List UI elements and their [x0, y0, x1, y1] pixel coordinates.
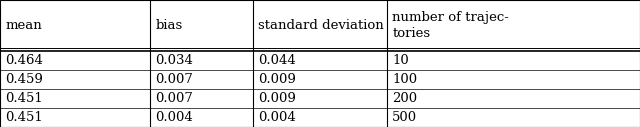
Text: 100: 100	[392, 73, 417, 86]
Text: 0.004: 0.004	[258, 111, 296, 124]
Text: 0.009: 0.009	[258, 92, 296, 105]
Text: 0.004: 0.004	[156, 111, 193, 124]
Text: number of trajec-
tories: number of trajec- tories	[392, 11, 509, 40]
Text: 10: 10	[392, 54, 409, 67]
Text: 0.034: 0.034	[156, 54, 193, 67]
Text: mean: mean	[5, 19, 42, 32]
Text: 0.451: 0.451	[5, 92, 43, 105]
Text: 0.464: 0.464	[5, 54, 43, 67]
Text: standard deviation: standard deviation	[258, 19, 383, 32]
Text: 0.451: 0.451	[5, 111, 43, 124]
Text: bias: bias	[156, 19, 183, 32]
Text: 0.044: 0.044	[258, 54, 296, 67]
Text: 500: 500	[392, 111, 417, 124]
Text: 200: 200	[392, 92, 417, 105]
Text: 0.007: 0.007	[156, 73, 193, 86]
Text: 0.009: 0.009	[258, 73, 296, 86]
Text: 0.459: 0.459	[5, 73, 43, 86]
Text: 0.007: 0.007	[156, 92, 193, 105]
